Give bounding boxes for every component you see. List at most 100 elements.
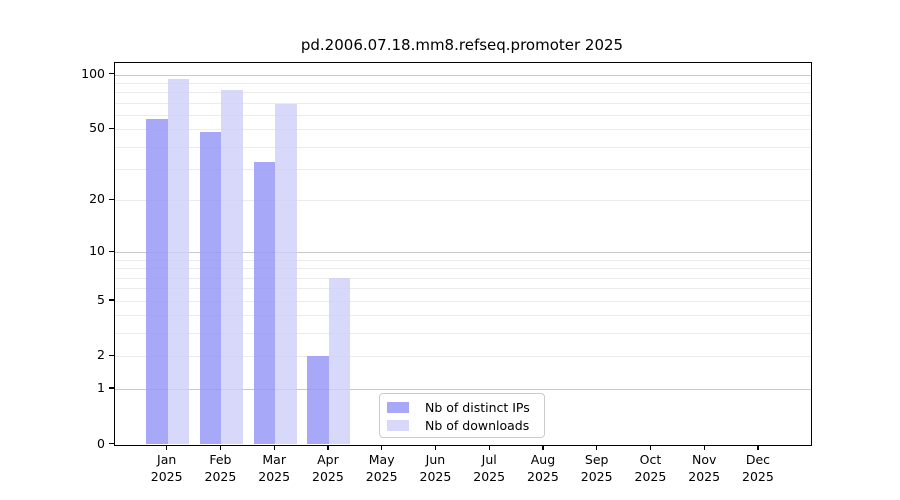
legend-label-downloads: Nb of downloads: [425, 418, 530, 434]
x-axis-label: Jan 2025: [127, 451, 207, 485]
bar-downloads: [221, 90, 243, 445]
legend-label-distinct-ips: Nb of distinct IPs: [425, 399, 530, 415]
x-axis-label: Apr 2025: [288, 451, 368, 485]
x-axis-label: Nov 2025: [664, 451, 744, 485]
x-axis-label: Dec 2025: [718, 451, 798, 485]
x-label-year: 2025: [742, 468, 774, 484]
x-axis-label: Oct 2025: [610, 451, 690, 485]
x-tick: [703, 444, 705, 450]
x-tick: [166, 444, 168, 450]
x-label-year: 2025: [365, 468, 398, 484]
y-axis-label: 20: [89, 191, 105, 207]
minor-gridline: [115, 315, 811, 317]
x-label-year: 2025: [634, 468, 667, 484]
x-label-month: Nov: [691, 451, 717, 467]
minor-gridline: [115, 102, 811, 104]
legend-swatch-downloads: [387, 420, 409, 432]
x-label-year: 2025: [312, 468, 344, 484]
minor-gridline: [115, 82, 811, 84]
bar-distinct-ips: [253, 161, 276, 445]
bar-downloads: [275, 103, 297, 445]
bar-downloads: [328, 277, 351, 445]
y-tick: [109, 127, 114, 129]
minor-gridline: [115, 259, 811, 261]
major-gridline: [115, 388, 811, 390]
y-tick: [109, 72, 114, 75]
x-axis-label: Feb 2025: [180, 451, 260, 485]
x-label-year: 2025: [204, 468, 237, 484]
minor-gridline: [115, 200, 811, 202]
x-label-month: Feb: [209, 451, 232, 467]
minor-gridline: [115, 146, 811, 148]
x-label-year: 2025: [580, 468, 613, 484]
x-tick: [381, 444, 383, 450]
y-axis-label: 50: [89, 120, 105, 136]
x-label-year: 2025: [527, 468, 559, 484]
x-label-month: Jan: [157, 451, 177, 467]
x-label-month: Mar: [262, 451, 286, 467]
x-label-month: May: [368, 451, 395, 467]
y-axis-label: 0: [97, 435, 105, 451]
y-tick: [109, 442, 114, 445]
x-label-month: Jun: [425, 451, 446, 467]
x-label-year: 2025: [419, 468, 452, 484]
x-tick: [542, 444, 544, 450]
y-axis-label: 5: [97, 291, 105, 307]
x-tick: [273, 444, 275, 450]
minor-gridline: [115, 333, 811, 335]
minor-gridline: [115, 268, 811, 270]
x-label-month: Sep: [584, 451, 609, 467]
minor-gridline: [115, 288, 811, 290]
x-label-month: Oct: [639, 451, 662, 467]
bar-downloads: [167, 78, 190, 445]
x-axis-label: Sep 2025: [557, 451, 637, 485]
minor-gridline: [115, 356, 811, 358]
x-label-month: Apr: [317, 451, 339, 467]
major-gridline: [115, 252, 811, 254]
x-label-month: Dec: [745, 451, 771, 467]
y-axis-label: 10: [89, 243, 105, 259]
x-tick: [219, 444, 222, 450]
minor-gridline: [115, 300, 811, 302]
y-tick: [109, 299, 114, 301]
legend-item-distinct-ips: Nb of distinct IPs: [380, 398, 544, 417]
x-label-year: 2025: [150, 468, 183, 484]
x-tick: [596, 444, 598, 450]
y-tick: [109, 354, 114, 357]
y-tick: [109, 250, 114, 252]
legend-item-downloads: Nb of downloads: [380, 417, 544, 436]
minor-gridline: [115, 114, 811, 116]
x-label-year: 2025: [473, 468, 506, 484]
major-gridline: [115, 74, 811, 76]
y-tick: [109, 387, 114, 389]
plot-area: Nb of distinct IPs Nb of downloads: [114, 62, 812, 446]
x-label-year: 2025: [258, 468, 291, 484]
y-axis-label: 2: [97, 347, 105, 363]
x-tick: [327, 444, 329, 450]
x-axis-label: May 2025: [342, 451, 422, 485]
x-axis-label: Jun 2025: [395, 451, 475, 485]
legend-swatch-distinct-ips: [387, 401, 409, 413]
x-tick: [757, 444, 759, 450]
y-axis-label: 1: [97, 379, 105, 395]
x-tick: [488, 444, 490, 450]
x-axis-label: Jul 2025: [449, 451, 529, 485]
y-tick: [109, 198, 114, 201]
x-label-month: Jul: [481, 451, 497, 467]
minor-gridline: [115, 169, 811, 171]
bar-distinct-ips: [307, 356, 329, 445]
minor-gridline: [115, 277, 811, 279]
x-tick: [434, 444, 437, 450]
x-axis-label: Mar 2025: [234, 451, 314, 485]
minor-gridline: [115, 129, 811, 131]
x-label-year: 2025: [688, 468, 721, 484]
legend: Nb of distinct IPs Nb of downloads: [379, 393, 545, 438]
y-axis-label: 100: [81, 65, 105, 81]
x-tick: [649, 444, 652, 450]
bar-distinct-ips: [146, 118, 168, 445]
chart-title: pd.2006.07.18.mm8.refseq.promoter 2025: [300, 36, 624, 54]
minor-gridline: [115, 92, 811, 94]
x-axis-label: Aug 2025: [503, 451, 583, 485]
x-label-month: Aug: [530, 451, 556, 467]
